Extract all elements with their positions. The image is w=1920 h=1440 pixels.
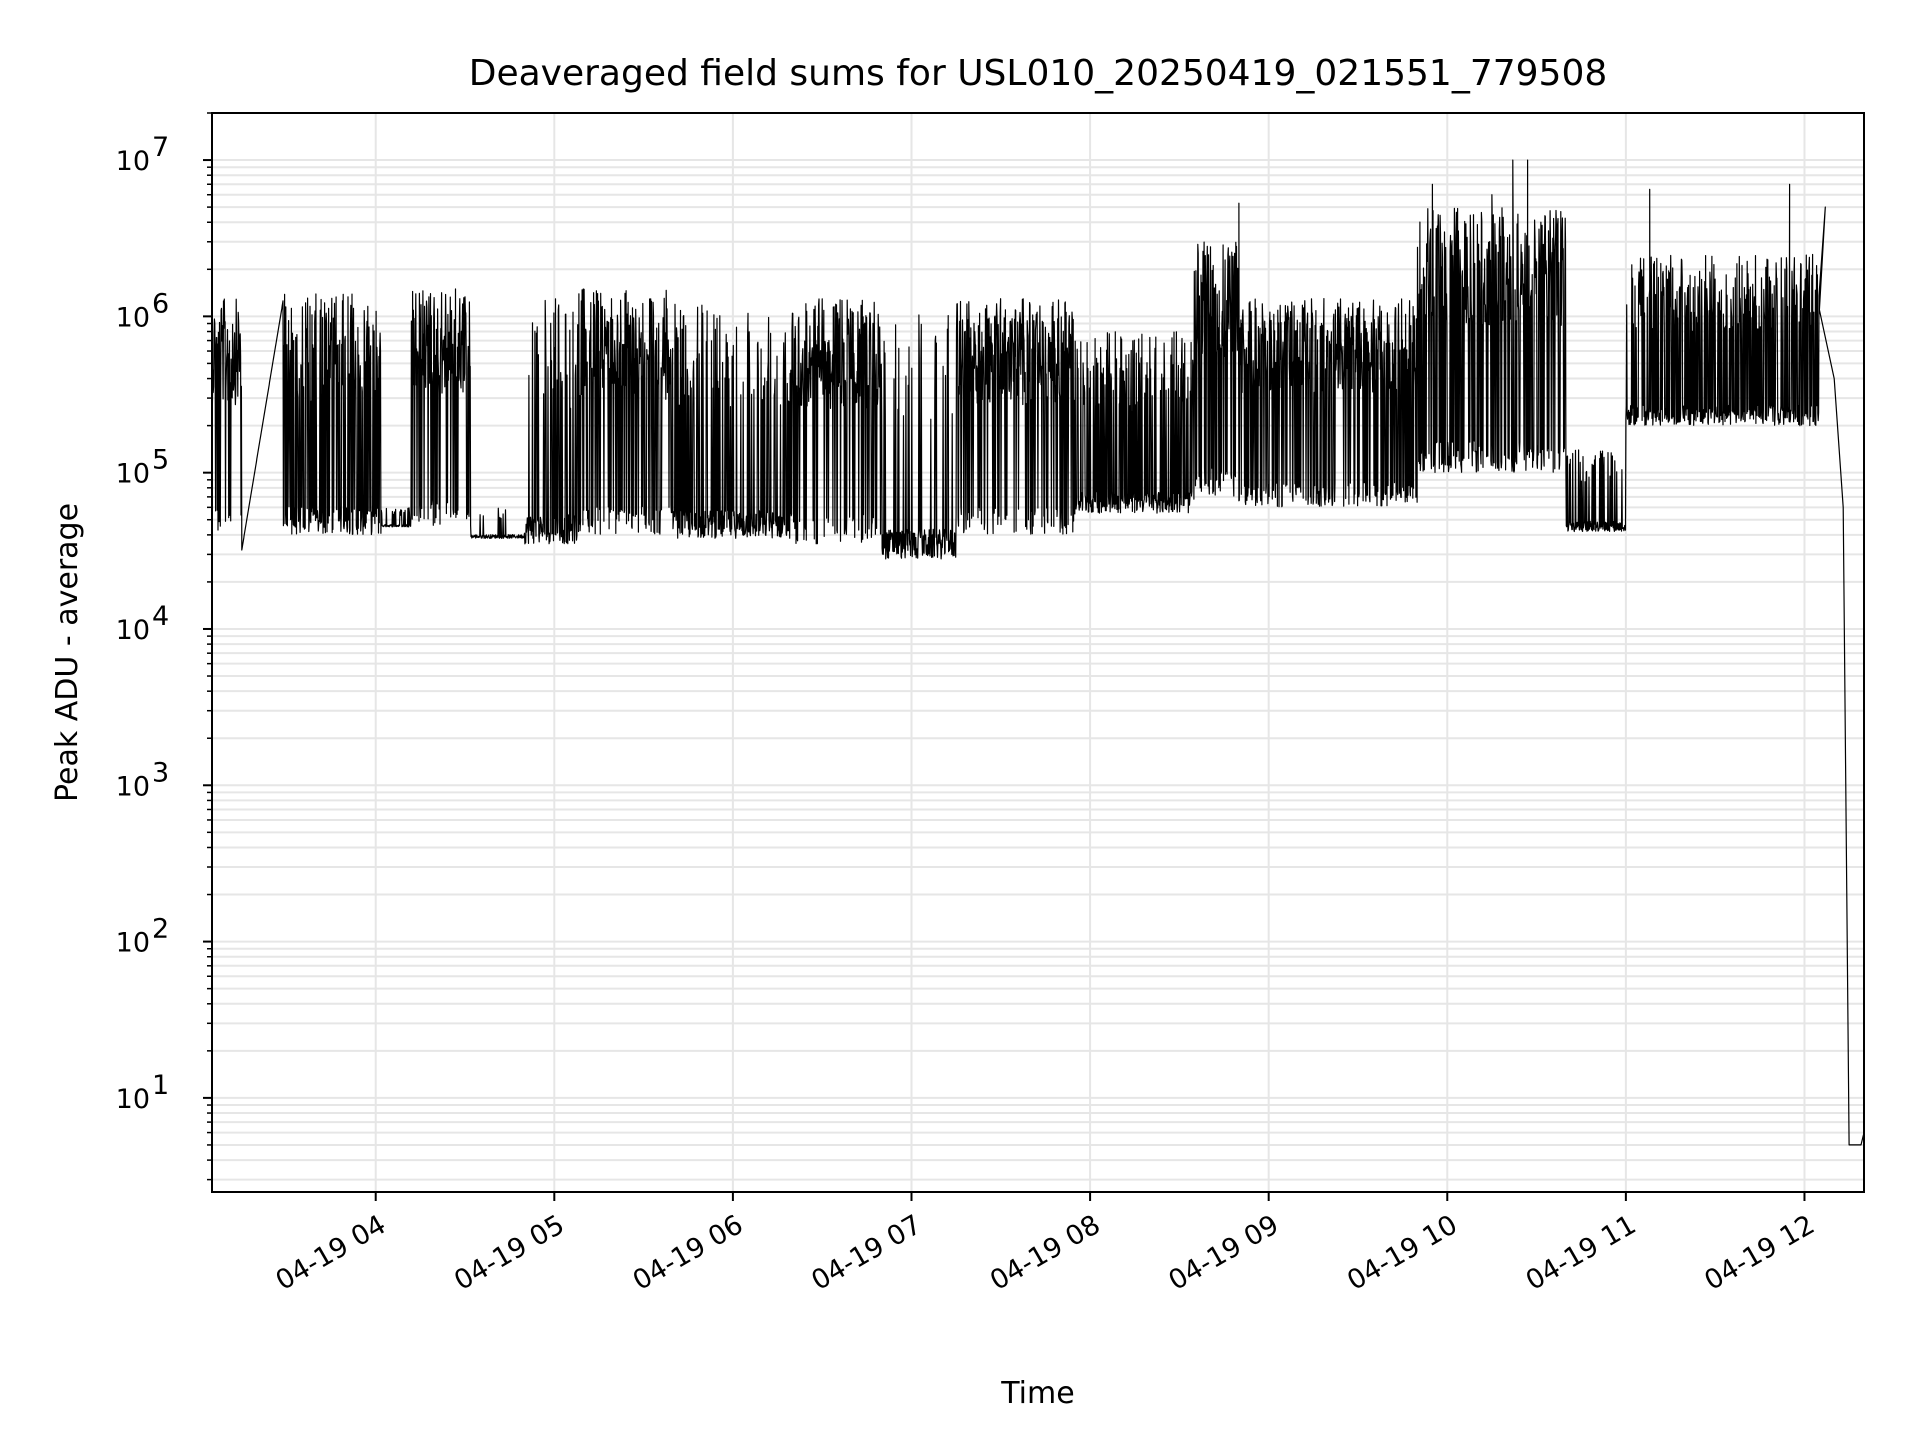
- y-tick-label: 10: [116, 928, 150, 959]
- y-tick-label: 10: [116, 146, 150, 177]
- y-tick-label: 10: [116, 1084, 150, 1115]
- grid-layer: [212, 112, 1864, 1192]
- y-tick-exponent: 4: [152, 601, 169, 632]
- y-tick-label: 10: [116, 302, 150, 333]
- data-layer: [212, 159, 1864, 1146]
- y-tick-exponent: 7: [152, 132, 169, 163]
- y-tick-label: 10: [116, 615, 150, 646]
- y-tick-label: 10: [116, 771, 150, 802]
- chart-title: Deaveraged field sums for USL010_2025041…: [469, 53, 1608, 94]
- y-axis-label: Peak ADU - average: [50, 503, 85, 802]
- y-tick-label: 10: [116, 459, 150, 490]
- y-tick-exponent: 5: [152, 445, 169, 476]
- y-tick-exponent: 3: [152, 757, 169, 788]
- y-tick-exponent: 6: [152, 288, 169, 319]
- x-axis-label: Time: [1000, 1376, 1074, 1411]
- y-tick-exponent: 2: [152, 914, 169, 945]
- series-line: [212, 159, 1864, 1146]
- y-tick-exponent: 1: [152, 1070, 169, 1101]
